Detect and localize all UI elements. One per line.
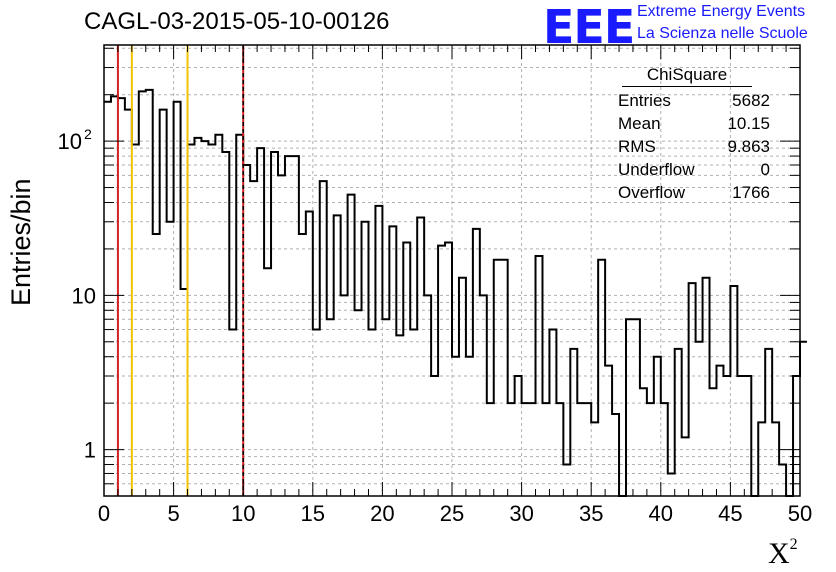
x-tick-label: 5	[167, 501, 179, 526]
stats-title: ChiSquare	[622, 65, 752, 87]
x-tick-label: 10	[231, 501, 255, 526]
x-tick-label: 50	[788, 501, 812, 526]
stats-row-entries: Entries 5682	[612, 89, 772, 112]
y-axis-label: Entries/bin	[6, 178, 36, 306]
x-tick-label: 20	[370, 501, 394, 526]
x-tick-label: 0	[98, 501, 110, 526]
x-axis-label-sup: 2	[789, 536, 798, 553]
stats-value: 1766	[732, 183, 770, 202]
y-tick-label-sup: 2	[84, 126, 92, 142]
stats-label: Overflow	[618, 183, 686, 202]
stats-value: 0	[760, 160, 770, 179]
x-axis-label-base: X	[768, 537, 790, 570]
y-tick-label: 10	[72, 283, 96, 308]
x-tick-label: 45	[718, 501, 742, 526]
x-axis-label: X2	[768, 536, 798, 571]
logo-line-2: La Scienza nelle Scuole	[637, 25, 808, 42]
eee-logo: EEE	[543, 0, 635, 54]
stats-row-overflow: Overflow 1766	[612, 181, 772, 204]
x-tick-label: 15	[301, 501, 325, 526]
y-tick-label: 10	[58, 129, 82, 154]
stats-label: Mean	[618, 114, 661, 133]
logo-line-1: Extreme Energy Events	[637, 3, 806, 20]
stats-value: 5682	[732, 91, 770, 110]
x-tick-label: 35	[579, 501, 603, 526]
stats-value: 9.863	[727, 137, 770, 156]
x-tick-label: 25	[440, 501, 464, 526]
x-tick-label: 40	[649, 501, 673, 526]
stats-row-rms: RMS 9.863	[612, 135, 772, 158]
x-tick-label: 30	[509, 501, 533, 526]
stats-box: ChiSquare Entries 5682 Mean 10.15 RMS 9.…	[612, 65, 772, 204]
stats-row-mean: Mean 10.15	[612, 112, 772, 135]
stats-label: Underflow	[618, 160, 695, 179]
y-tick-label: 1	[84, 438, 96, 463]
stats-label: Entries	[618, 91, 671, 110]
stats-value: 10.15	[727, 114, 770, 133]
stats-label: RMS	[618, 137, 656, 156]
stats-row-underflow: Underflow 0	[612, 158, 772, 181]
chart-title: CAGL-03-2015-05-10-00126	[84, 8, 390, 35]
histogram-series	[104, 88, 807, 497]
